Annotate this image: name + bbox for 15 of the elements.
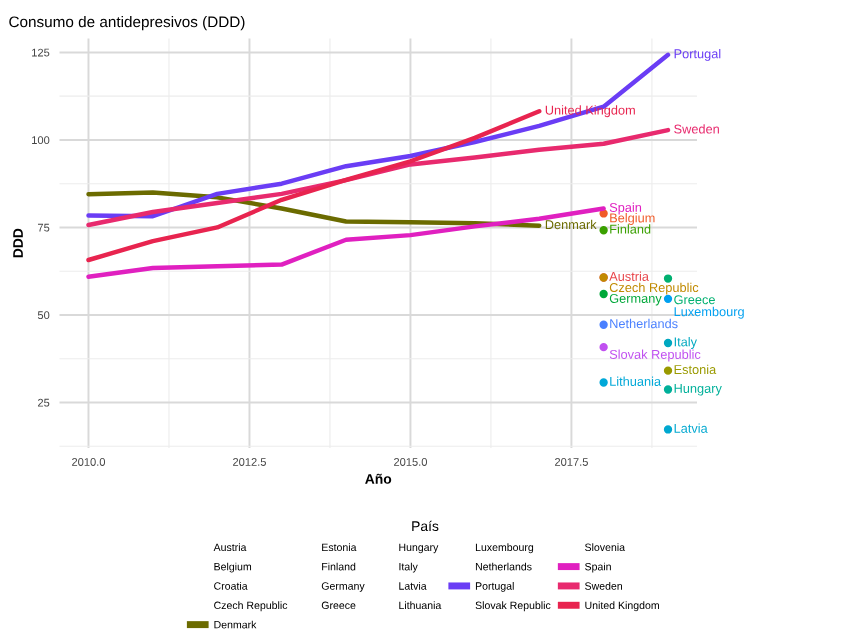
- point: [663, 425, 673, 434]
- point: [599, 226, 608, 235]
- point: [599, 320, 608, 329]
- line-series: [86, 127, 671, 228]
- point: [599, 343, 608, 352]
- point: [599, 289, 608, 299]
- point: [663, 366, 673, 375]
- line-series: [86, 190, 542, 228]
- point: [599, 378, 608, 387]
- point: [599, 209, 608, 218]
- point: [663, 294, 673, 304]
- point: [663, 338, 673, 348]
- line-series: [86, 206, 606, 280]
- line-series: [86, 109, 542, 263]
- point: [663, 385, 673, 394]
